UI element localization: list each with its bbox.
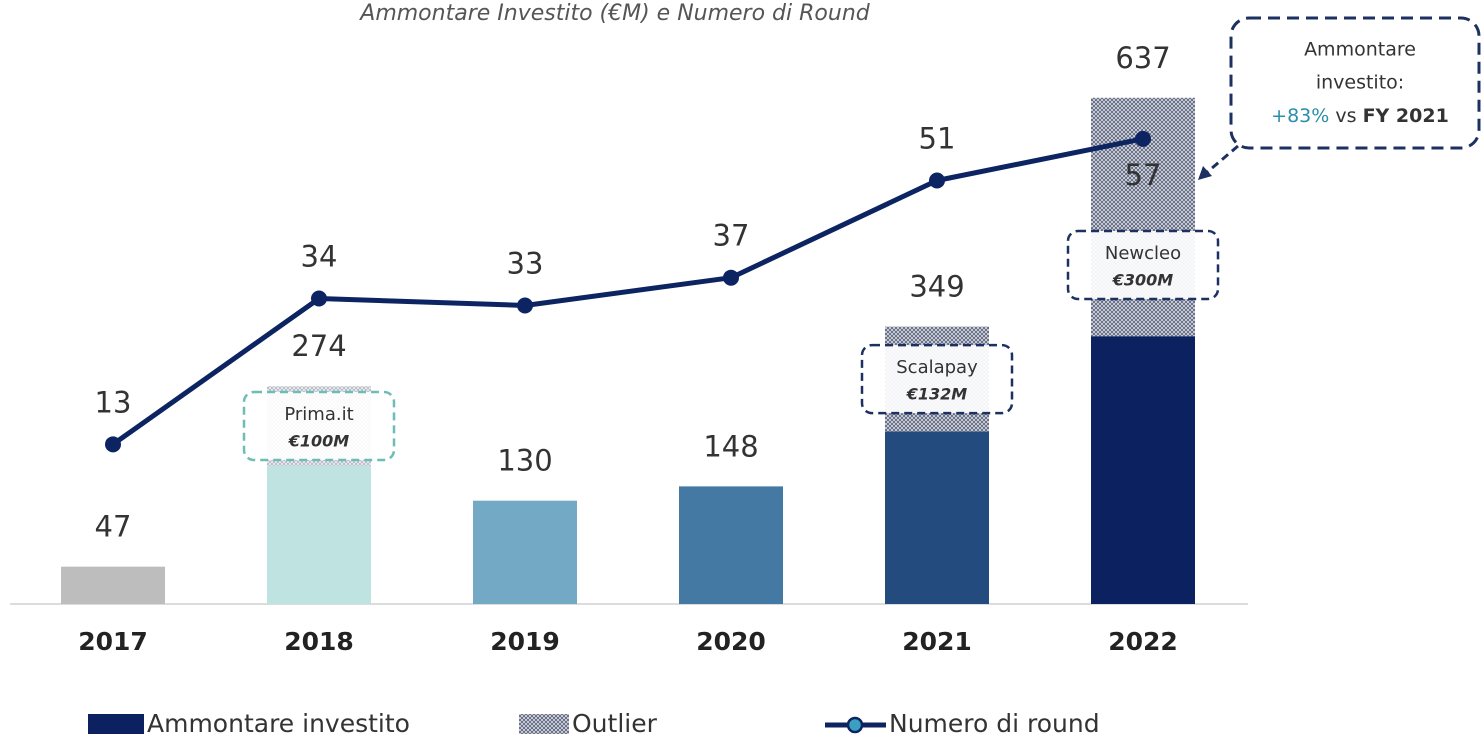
bar: [1091, 336, 1195, 604]
line: [111, 136, 1144, 447]
bar-total-label: 637: [1115, 41, 1170, 75]
outlier-box: [242, 390, 396, 462]
callout-arrow: [1204, 144, 1239, 176]
x-tick-label: 2017: [78, 627, 148, 656]
callout-vs: vs: [1335, 105, 1356, 127]
line-point: [929, 172, 945, 189]
outlier-value: €100M: [288, 431, 350, 450]
callout-change: +83%: [1271, 105, 1329, 127]
bar-total-label: 349: [909, 270, 964, 304]
line-point: [517, 297, 533, 314]
line-point: [723, 269, 739, 286]
callout-box: [1229, 16, 1481, 150]
outlier-value: €300M: [1112, 270, 1174, 289]
bar: [679, 486, 783, 604]
bar-total-label: 148: [703, 429, 758, 463]
legend-label: Numero di round: [889, 709, 1100, 738]
x-tick-label: 2021: [902, 627, 972, 656]
legend-swatch: [846, 716, 864, 734]
line-value-label: 34: [301, 240, 338, 274]
x-tick-label: 2019: [490, 627, 560, 656]
line-value-label: 33: [507, 246, 544, 280]
bar: [61, 566, 165, 604]
line-point: [1135, 130, 1151, 147]
callout-text: investito:: [1316, 72, 1404, 94]
line-point: [105, 436, 121, 453]
line-value-label: 51: [919, 122, 956, 156]
outlier-name: Prima.it: [284, 404, 353, 425]
line-value-label: 13: [95, 385, 132, 419]
x-tick-label: 2022: [1108, 627, 1178, 656]
bar-total-label: 47: [95, 510, 132, 544]
outlier-name: Scalapay: [896, 357, 978, 378]
outlier-value: €132M: [906, 385, 968, 404]
line-value-label: 57: [1125, 158, 1162, 192]
line-value-label: 37: [713, 219, 750, 253]
x-tick-label: 2020: [696, 627, 766, 656]
callout-arrowhead: [1198, 166, 1212, 180]
x-tick-label: 2018: [284, 627, 354, 656]
callout-reference: FY 2021: [1363, 105, 1449, 127]
callout-text: +83% vs FY 2021: [1271, 105, 1449, 127]
legend-swatch: [88, 714, 144, 734]
bar: [473, 500, 577, 604]
legend-label: Outlier: [572, 709, 658, 738]
line-point: [311, 290, 327, 307]
legend-label: Ammontare investito: [147, 709, 410, 738]
legend-swatch: [519, 714, 569, 734]
chart-subtitle: Ammontare Investito (€M) e Numero di Rou…: [358, 1, 870, 26]
outlier-box: [1066, 229, 1220, 301]
callout-text: Ammontare: [1304, 39, 1416, 61]
bar-total-label: 274: [291, 329, 346, 363]
outlier-box: [860, 343, 1014, 415]
bar: [885, 431, 989, 604]
bar: [267, 465, 371, 604]
bar-total-label: 130: [497, 444, 552, 478]
callout: Ammontare investito: +83% vs FY 2021: [1198, 16, 1481, 180]
outlier-name: Newcleo: [1105, 243, 1181, 264]
